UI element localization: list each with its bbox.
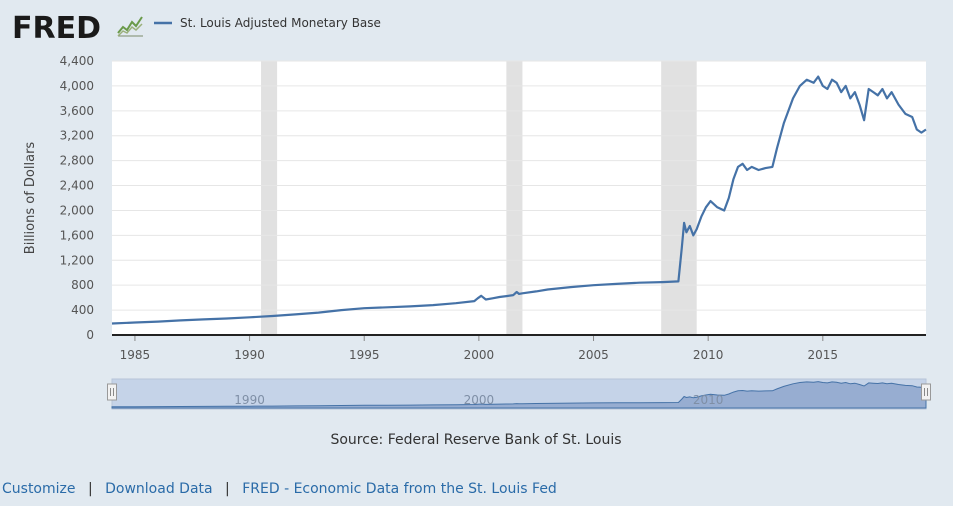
y-axis-ticks: 0 400 800 1,200 1,600 2,000 2,400 2,800 3,200 3,6… (60, 54, 94, 342)
footer-links: Customize | Download Data | FRED - Econo… (2, 481, 557, 497)
y-tick-label: 1,200 (60, 253, 94, 267)
y-tick-label: 2,400 (60, 179, 94, 193)
x-tick-label: 1985 (120, 348, 151, 362)
footer-separator: | (225, 481, 230, 497)
navigator-tick-label: 2010 (693, 393, 724, 407)
y-axis-label: Billions of Dollars (23, 142, 38, 255)
y-tick-label: 1,600 (60, 228, 94, 242)
navigator-handle-left[interactable] (107, 383, 117, 401)
x-tick-label: 1990 (234, 348, 265, 362)
series-line-monetary-base[interactable] (111, 75, 927, 325)
recession-band (661, 61, 697, 335)
customize-link[interactable]: Customize (2, 481, 76, 497)
x-tick-label: 2005 (578, 348, 609, 362)
y-tick-label: 2,000 (60, 203, 94, 217)
y-tick-label: 2,800 (60, 154, 94, 168)
y-tick-label: 4,400 (60, 54, 94, 68)
range-navigator[interactable]: 1990 2000 2010 (107, 378, 931, 410)
header: FRED St. Louis Adjusted Monetary Base (12, 11, 381, 46)
navigator-ticks: 1990 2000 2010 (234, 393, 723, 407)
fred-home-link[interactable]: FRED - Economic Data from the St. Louis … (242, 481, 557, 497)
fred-logo[interactable]: FRED (12, 11, 101, 46)
recession-band (506, 61, 523, 335)
y-tick-label: 400 (71, 303, 94, 317)
navigator-tick-label: 1990 (234, 393, 265, 407)
footer-separator: | (87, 481, 93, 497)
fred-chart-icon (116, 16, 143, 38)
grid-lines (112, 60, 926, 311)
y-tick-label: 4,000 (60, 79, 94, 93)
x-tick-label: 2010 (693, 348, 724, 362)
navigator-handle-right[interactable] (921, 383, 931, 401)
x-tick-label: 1995 (349, 348, 380, 362)
x-tick-label: 2015 (808, 348, 839, 362)
navigator-tick-label: 2000 (464, 393, 495, 407)
download-data-link[interactable]: Download Data (105, 481, 213, 497)
navigator-series (111, 381, 927, 409)
x-tick-label: 2000 (464, 348, 495, 362)
legend-label[interactable]: St. Louis Adjusted Monetary Base (180, 16, 381, 30)
source-credit: Source: Federal Reserve Bank of St. Loui… (330, 432, 621, 448)
recession-band (261, 61, 278, 335)
y-tick-label: 3,200 (60, 129, 94, 143)
x-axis-ticks: 1985 1990 1995 2000 2005 2010 2015 (120, 335, 838, 362)
y-tick-label: 3,600 (60, 104, 94, 118)
recession-shading (261, 61, 697, 335)
y-tick-label: 0 (86, 328, 94, 342)
y-tick-label: 800 (71, 278, 94, 292)
